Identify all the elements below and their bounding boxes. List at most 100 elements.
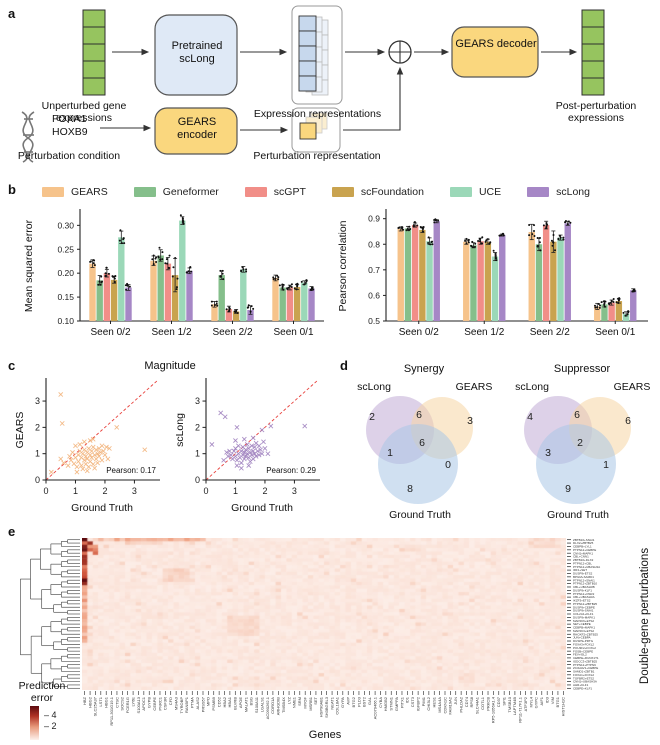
svg-text:PTPN12+ZBTB10: PTPN12+ZBTB10: [573, 582, 597, 586]
svg-text:9: 9: [565, 483, 571, 495]
svg-text:0: 0: [445, 459, 451, 471]
svg-text:AC090262.1: AC090262.1: [265, 696, 270, 719]
svg-text:CDKN1C: CDKN1C: [442, 697, 447, 714]
svg-text:FOSB+CEBPE: FOSB+CEBPE: [573, 649, 593, 653]
svg-text:ATF3P2: ATF3P2: [523, 696, 528, 711]
svg-text:0.9: 0.9: [368, 214, 380, 224]
svg-text:Pearson correlation: Pearson correlation: [337, 220, 349, 311]
svg-text:Seen 2/2: Seen 2/2: [212, 327, 252, 338]
svg-text:AVP: AVP: [346, 697, 351, 705]
svg-text:PITX1: PITX1: [399, 696, 404, 708]
svg-text:PTMA: PTMA: [190, 697, 195, 708]
svg-text:PTPN12+CEBPE: PTPN12+CEBPE: [573, 548, 596, 552]
svg-text:STMN1: STMN1: [389, 696, 394, 710]
svg-text:LAPTM4B: LAPTM4B: [512, 697, 517, 716]
svg-text:0.20: 0.20: [57, 268, 74, 278]
svg-text:ZBTB10+SNAI1: ZBTB10+SNAI1: [573, 538, 595, 542]
svg-text:SET+CEBPE: SET+CEBPE: [573, 622, 591, 626]
gears-encoder-box-label: GEARS encoder: [177, 116, 217, 142]
svg-text:BLVRB: BLVRB: [233, 697, 238, 710]
svg-text:CEBPE: CEBPE: [152, 697, 157, 711]
svg-text:3: 3: [195, 396, 200, 406]
svg-text:AHR+KLF1: AHR+KLF1: [573, 683, 589, 687]
svg-text:COTL1: COTL1: [480, 696, 485, 710]
svg-text:LST1: LST1: [98, 696, 103, 706]
svg-text:IRF1+SET: IRF1+SET: [573, 568, 587, 572]
svg-text:0.8: 0.8: [368, 239, 380, 249]
svg-text:0: 0: [195, 475, 200, 485]
panel-a-label: a: [8, 6, 16, 21]
svg-text:CEBPE+RUNX1T1: CEBPE+RUNX1T1: [573, 656, 599, 660]
svg-text:2: 2: [195, 422, 200, 432]
svg-text:APOE: APOE: [238, 697, 243, 708]
svg-text:DLX2+ZBTB25: DLX2+ZBTB25: [573, 541, 594, 545]
svg-text:PIM1: PIM1: [421, 696, 426, 706]
svg-text:MPO: MPO: [206, 697, 211, 706]
svg-text:ZC3HAV1+CEBPE: ZC3HAV1+CEBPE: [573, 666, 598, 670]
svg-text:Ground Truth: Ground Truth: [547, 509, 609, 521]
perturb-gene-1: FOXA1: [52, 113, 87, 125]
svg-text:HES1: HES1: [432, 696, 437, 707]
legend-item-uce: UCE: [449, 186, 501, 198]
svg-text:PTPN12+PTPN9: PTPN12+PTPN9: [573, 663, 596, 667]
svg-text:Suppressor: Suppressor: [554, 363, 611, 375]
svg-text:HBG2: HBG2: [87, 696, 92, 708]
svg-text:6: 6: [625, 415, 631, 427]
svg-text:0.30: 0.30: [57, 220, 74, 230]
svg-text:6: 6: [419, 437, 425, 449]
svg-text:AIF1: AIF1: [539, 696, 544, 705]
svg-text:S100A11: S100A11: [254, 696, 259, 713]
perturb-repr-label: Perturbation representation: [253, 150, 381, 162]
svg-text:CD37: CD37: [496, 696, 501, 707]
suppressor-venn-diagram: Suppressor scLong GEARS Ground Truth 4 6 6 2 3 1 9: [515, 363, 650, 521]
svg-text:CBL+UBASH3A: CBL+UBASH3A: [573, 595, 595, 599]
svg-text:CNN1+MAPK1: CNN1+MAPK1: [573, 551, 593, 555]
expression-repr-label: Expression representations: [253, 108, 382, 120]
svg-text:ID3: ID3: [544, 696, 549, 703]
svg-text:3: 3: [35, 396, 40, 406]
svg-text:TMSB4X: TMSB4X: [281, 697, 286, 713]
svg-text:SOCS2: SOCS2: [120, 696, 125, 710]
svg-text:CD52: CD52: [216, 696, 221, 707]
perturb-gene-2: HOXB9: [52, 126, 88, 138]
svg-text:0.6: 0.6: [368, 290, 380, 300]
svg-text:HSP90AB1: HSP90AB1: [319, 696, 324, 717]
svg-text:FCER1G: FCER1G: [125, 697, 130, 713]
svg-text:6: 6: [416, 409, 422, 421]
svg-text:RP5-1056A1.4: RP5-1056A1.4: [491, 696, 496, 723]
svg-text:CST3: CST3: [410, 696, 415, 707]
sclong-scatter-plot: 00 1 1 2 2 3 3 Pearson: 0.29 Ground Truth scLong: [174, 378, 320, 514]
svg-text:RP11-717F1.1: RP11-717F1.1: [518, 696, 523, 722]
svg-text:RP11-301G19.1: RP11-301G19.1: [109, 696, 114, 725]
svg-text:JUN: JUN: [453, 697, 458, 705]
svg-text:4: 4: [527, 411, 533, 423]
svg-text:MS4A3: MS4A3: [173, 696, 178, 710]
svg-text:BSG: BSG: [249, 697, 254, 705]
svg-text:3: 3: [467, 415, 473, 427]
svg-text:ZBTB10+DLX2: ZBTB10+DLX2: [573, 558, 594, 562]
svg-text:3: 3: [132, 486, 137, 496]
legend-item-sclong: scLong: [527, 186, 590, 198]
legend-swatch: [331, 187, 354, 197]
magnitude-title: Magnitude: [144, 360, 196, 372]
svg-text:FOXA3+FOXL2: FOXA3+FOXL2: [573, 643, 594, 647]
svg-text:2: 2: [369, 411, 375, 423]
legend-label: Geneformer: [162, 186, 219, 198]
svg-text:2: 2: [102, 486, 107, 496]
panel-b-label: b: [8, 182, 16, 197]
legend-label: GEARS: [71, 186, 108, 198]
gears-decoder-box-label: GEARS decoder: [455, 38, 537, 50]
svg-text:IKZF3+ETS2: IKZF3+ETS2: [573, 599, 591, 603]
svg-text:PTPN12+CBL: PTPN12+CBL: [573, 561, 592, 565]
colorbar-title: Prediction error: [4, 680, 80, 704]
svg-text:1: 1: [195, 449, 200, 459]
svg-text:HMGB2: HMGB2: [383, 696, 388, 711]
svg-text:JUN+CEBPA: JUN+CEBPA: [573, 636, 591, 640]
svg-text:SAMD1+ZBTB1: SAMD1+ZBTB1: [573, 670, 595, 674]
svg-text:Pearson: 0.17: Pearson: 0.17: [106, 466, 156, 475]
legend-swatch: [133, 187, 156, 197]
svg-text:VIM: VIM: [550, 697, 555, 704]
svg-text:FOXA1+FOXL2: FOXA1+FOXL2: [573, 673, 594, 677]
svg-text:RANBP1: RANBP1: [184, 696, 189, 713]
svg-text:PNRC1: PNRC1: [157, 696, 162, 710]
